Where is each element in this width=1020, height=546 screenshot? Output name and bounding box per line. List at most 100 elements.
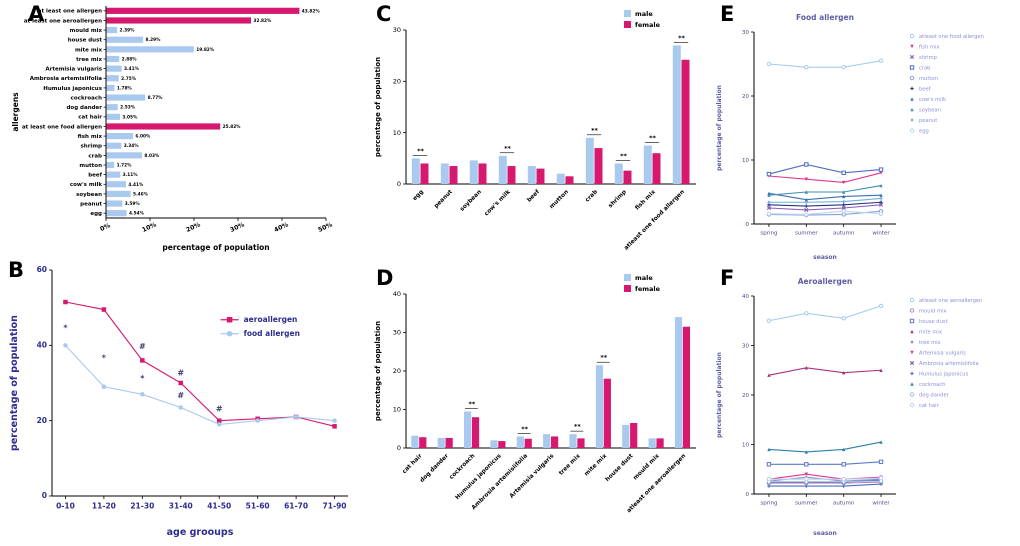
svg-text:tree mix: tree mix [76,57,102,63]
svg-text:11-20: 11-20 [92,502,116,511]
svg-text:beef: beef [88,173,102,179]
svg-text:Ambrosia artemisiifolia: Ambrosia artemisiifolia [471,453,529,511]
panel-b-letter: B [8,258,25,282]
panel-e-letter: E [720,2,735,26]
svg-text:fish mix: fish mix [919,45,939,51]
svg-text:autumn: autumn [833,501,855,507]
svg-text:50%: 50% [317,221,333,234]
svg-text:Ambrosia artemisiifolia: Ambrosia artemisiifolia [919,361,979,367]
svg-text:female: female [635,285,661,293]
age-group-line-chart: 0 20 40 60 0-10 11-20 21-30 31-40 41-50 51-60 61-7… [6,258,364,542]
panel-f-letter: F [720,266,735,290]
svg-text:summer: summer [795,501,818,507]
chart-svg: 0 10 20 30 egg ** peanut soybean cow's milk ** bee… [374,10,696,252]
svg-text:mould mix: mould mix [633,453,662,482]
svg-text:at least one allergen: at least one allergen [38,9,102,15]
svg-text:at least one aeroallergen: at least one aeroallergen [24,18,102,24]
svg-text:40: 40 [37,341,47,350]
svg-text:fish mix: fish mix [635,189,658,212]
svg-text:**: ** [600,354,607,362]
svg-text:31-40: 31-40 [169,502,193,511]
panel-e: E Food allergen 0 10 20 30 spring summer autumn… [710,2,1016,264]
svg-text:soybean: soybean [76,192,102,198]
svg-text:*: * [63,323,68,332]
svg-text:dog dander: dog dander [919,393,950,399]
svg-text:**: ** [678,34,685,42]
svg-text:dog dander: dog dander [66,105,102,111]
panel-a-letter: A [28,2,45,26]
svg-text:1.72%: 1.72% [117,163,133,169]
svg-text:3.41%: 3.41% [124,66,140,72]
food-allergen-sex-bar-chart: 0 10 20 30 egg ** peanut soybean cow's milk ** bee… [370,2,702,264]
svg-text:0%: 0% [99,222,111,233]
svg-text:mutton: mutton [919,76,938,82]
svg-text:8.77%: 8.77% [148,95,164,101]
chart-svg: 0% 10% 20% 30% 40% 50% 43.82% at least one alle… [11,6,334,252]
allergen-prevalence-hbar-chart: 0% 10% 20% 30% 40% 50% 43.82% at least one alle… [6,2,364,254]
svg-text:percentage of population: percentage of population [162,243,269,252]
svg-text:10: 10 [742,443,749,449]
svg-text:cockroach: cockroach [919,382,945,388]
svg-text:5.46%: 5.46% [133,191,149,197]
svg-text:tree mix: tree mix [919,340,941,346]
svg-text:house dust: house dust [605,453,635,483]
svg-text:#: # [139,342,146,351]
svg-text:Food allergen: Food allergen [796,13,854,22]
svg-text:8.03%: 8.03% [144,153,160,159]
svg-text:71-90: 71-90 [323,502,347,511]
svg-text:aeroallergen: aeroallergen [244,315,298,324]
svg-text:percentage of population: percentage of population [716,352,723,438]
svg-text:**: ** [469,400,476,408]
svg-text:summer: summer [795,231,818,237]
chart-svg: Aeroallergen 0 10 20 30 40 spring summer autumn w… [716,277,982,537]
svg-text:10: 10 [742,158,749,164]
svg-text:season: season [813,254,837,261]
svg-text:*: * [102,353,107,362]
svg-text:40: 40 [742,294,749,300]
svg-text:61-70: 61-70 [284,502,308,511]
svg-text:20: 20 [393,78,401,86]
svg-text:10%: 10% [141,221,157,234]
svg-text:3.11%: 3.11% [123,172,139,178]
svg-text:Artemisia vulgaris: Artemisia vulgaris [45,67,102,73]
svg-text:fish mix: fish mix [78,134,103,140]
svg-text:peanut: peanut [919,118,937,124]
svg-text:mite mix: mite mix [919,330,942,336]
svg-text:allergens: allergens [11,92,20,132]
svg-text:spring: spring [760,231,777,237]
svg-text:Artemisia vulgaris: Artemisia vulgaris [509,453,556,500]
svg-text:percentage of population: percentage of population [374,321,382,421]
svg-text:**: ** [591,126,598,134]
svg-text:**: ** [574,423,581,431]
aeroallergen-season-line-chart: Aeroallergen 0 10 20 30 40 spring summer autumn w… [710,266,1016,542]
svg-text:soybean: soybean [919,108,941,114]
svg-text:crab: crab [585,189,599,203]
svg-text:2.88%: 2.88% [122,57,138,63]
svg-text:Ambrosia artemisiifolia: Ambrosia artemisiifolia [30,76,103,82]
svg-text:40%: 40% [273,221,289,234]
svg-text:40: 40 [393,290,401,298]
svg-text:4.54%: 4.54% [129,211,145,217]
svg-text:25.82%: 25.82% [223,124,242,130]
svg-text:*: * [140,374,145,383]
svg-text:spring: spring [760,501,777,507]
panel-d-letter: D [376,266,394,290]
svg-text:egg: egg [90,211,102,217]
chart-svg: Food allergen 0 10 20 30 spring summer autumn wi… [716,13,984,261]
svg-text:cockroach: cockroach [71,95,102,101]
svg-text:6.00%: 6.00% [135,134,151,140]
svg-text:**: ** [504,144,511,152]
panel-b: B 0 20 40 60 0-10 11-20 21-30 31-40 41-50 51-60 61… [6,258,364,542]
svg-text:mould mix: mould mix [70,28,103,34]
svg-text:Humulus japonicus: Humulus japonicus [919,372,969,378]
svg-text:2.75%: 2.75% [121,76,137,82]
svg-text:atleast one aeroallergen: atleast one aeroallergen [626,453,687,514]
svg-text:43.82%: 43.82% [302,8,321,14]
svg-text:food allergen: food allergen [244,329,300,338]
svg-text:20: 20 [742,94,749,100]
svg-text:house dust: house dust [68,38,103,44]
svg-text:0: 0 [746,492,750,498]
svg-text:cockroach: cockroach [449,453,477,481]
svg-text:**: ** [417,147,424,155]
